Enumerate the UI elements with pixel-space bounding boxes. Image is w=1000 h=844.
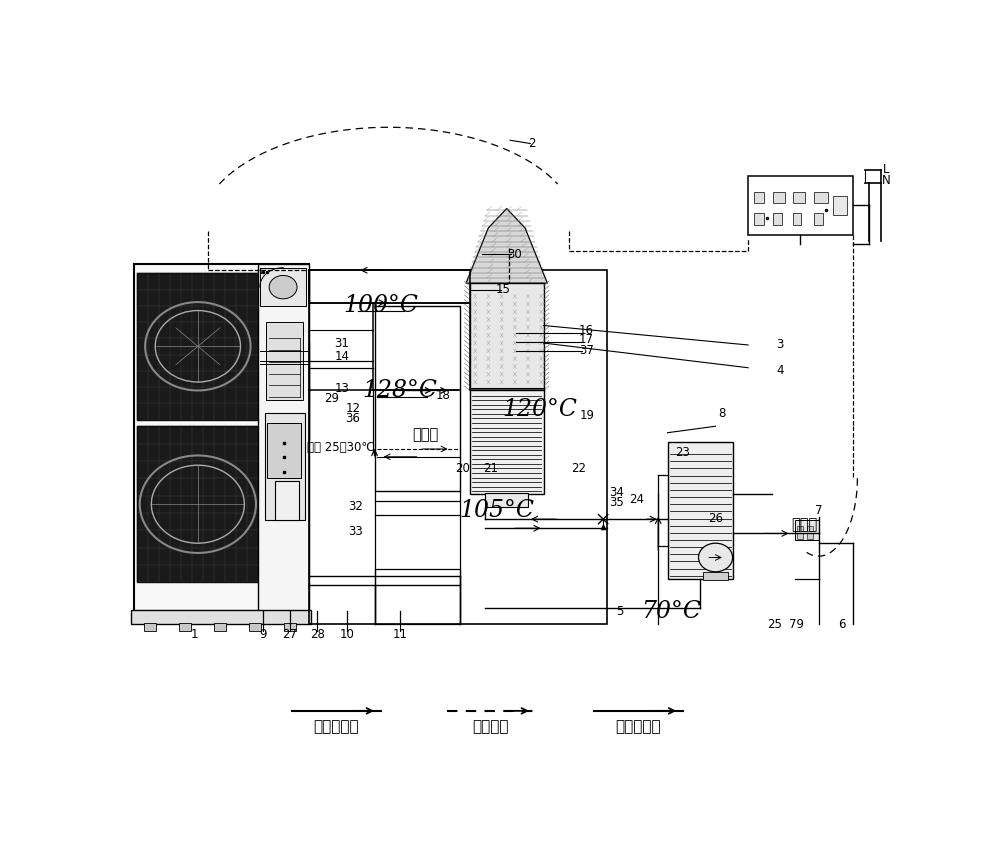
Bar <box>131 610 311 625</box>
Text: 15: 15 <box>496 284 511 296</box>
Text: 液态水流向: 液态水流向 <box>615 719 661 734</box>
Bar <box>748 176 853 235</box>
Text: 3: 3 <box>776 338 784 351</box>
Bar <box>284 623 296 631</box>
Bar <box>137 273 258 419</box>
Bar <box>833 196 847 215</box>
Bar <box>260 268 306 306</box>
Text: 9: 9 <box>259 628 267 641</box>
Bar <box>807 533 813 538</box>
Bar <box>375 569 460 625</box>
Text: 29: 29 <box>324 392 339 405</box>
Text: 70°C: 70°C <box>641 600 701 623</box>
Polygon shape <box>466 208 547 284</box>
Text: 27: 27 <box>283 628 298 641</box>
Text: 17: 17 <box>579 333 594 346</box>
Bar <box>137 426 258 582</box>
Bar <box>375 306 460 491</box>
Text: 16: 16 <box>579 323 594 337</box>
Bar <box>773 192 785 203</box>
Text: 25: 25 <box>767 618 782 631</box>
Text: 4: 4 <box>776 365 784 377</box>
Text: 11: 11 <box>393 628 408 641</box>
Text: 100°C: 100°C <box>343 295 418 317</box>
Text: 23: 23 <box>676 446 690 459</box>
Text: 28: 28 <box>310 628 325 641</box>
Bar <box>258 263 309 611</box>
Bar <box>793 192 805 203</box>
Text: 105°C: 105°C <box>460 499 534 522</box>
Bar <box>264 414 305 521</box>
Text: 79: 79 <box>789 618 804 631</box>
Bar <box>309 270 607 625</box>
Text: 12: 12 <box>345 402 360 414</box>
Text: L: L <box>883 163 889 176</box>
Bar <box>275 481 299 521</box>
Bar <box>754 213 764 225</box>
Text: 24: 24 <box>629 493 644 506</box>
Text: 37: 37 <box>579 344 594 357</box>
Bar <box>793 213 801 225</box>
Bar <box>470 391 544 495</box>
Bar <box>754 192 764 203</box>
Circle shape <box>269 275 297 299</box>
Text: 蜢汽流向: 蜢汽流向 <box>473 719 509 734</box>
Text: 6: 6 <box>838 618 846 631</box>
Text: 补冷水: 补冷水 <box>791 517 817 533</box>
Bar <box>668 442 733 579</box>
Text: 32: 32 <box>348 500 363 513</box>
Bar <box>266 322 303 400</box>
Bar <box>795 521 819 540</box>
Text: 33: 33 <box>348 525 363 538</box>
Text: 1: 1 <box>191 628 198 641</box>
Text: 31: 31 <box>335 337 349 349</box>
Text: 20: 20 <box>455 462 470 475</box>
Text: 8: 8 <box>718 407 725 419</box>
Bar <box>134 263 309 611</box>
Bar <box>814 192 828 203</box>
Circle shape <box>698 544 733 571</box>
Bar <box>485 493 528 507</box>
Text: 10: 10 <box>340 628 355 641</box>
Text: 36: 36 <box>345 412 360 425</box>
Text: 7: 7 <box>815 504 822 517</box>
Text: 18: 18 <box>435 388 450 402</box>
Text: N: N <box>882 174 890 187</box>
Text: 34: 34 <box>609 486 624 499</box>
Text: 19: 19 <box>579 408 594 422</box>
Bar <box>179 623 191 631</box>
Text: 14: 14 <box>334 349 350 363</box>
Ellipse shape <box>275 517 299 523</box>
Text: 21: 21 <box>483 462 498 475</box>
Bar <box>797 526 803 531</box>
Text: 补热水: 补热水 <box>413 427 439 442</box>
Bar <box>703 571 728 580</box>
Bar <box>470 284 544 391</box>
Bar <box>807 526 813 531</box>
Text: 出酒 25～30℃: 出酒 25～30℃ <box>307 441 374 454</box>
Bar <box>470 388 544 403</box>
Text: 5: 5 <box>616 605 623 618</box>
Bar <box>249 623 261 631</box>
Text: 120°C: 120°C <box>502 398 577 421</box>
Bar <box>814 213 823 225</box>
Text: 30: 30 <box>507 247 521 261</box>
Text: 128°C: 128°C <box>363 379 438 402</box>
Text: 35: 35 <box>609 496 624 510</box>
Bar <box>797 533 803 538</box>
Bar <box>214 623 226 631</box>
Text: 制冷剑流向: 制冷剑流向 <box>313 719 359 734</box>
Text: 13: 13 <box>335 382 349 395</box>
Text: 22: 22 <box>571 462 586 475</box>
Ellipse shape <box>275 479 299 484</box>
Bar <box>773 213 782 225</box>
Text: 2: 2 <box>528 137 536 150</box>
Bar <box>267 423 301 479</box>
Text: 26: 26 <box>708 512 723 525</box>
Bar <box>144 623 156 631</box>
